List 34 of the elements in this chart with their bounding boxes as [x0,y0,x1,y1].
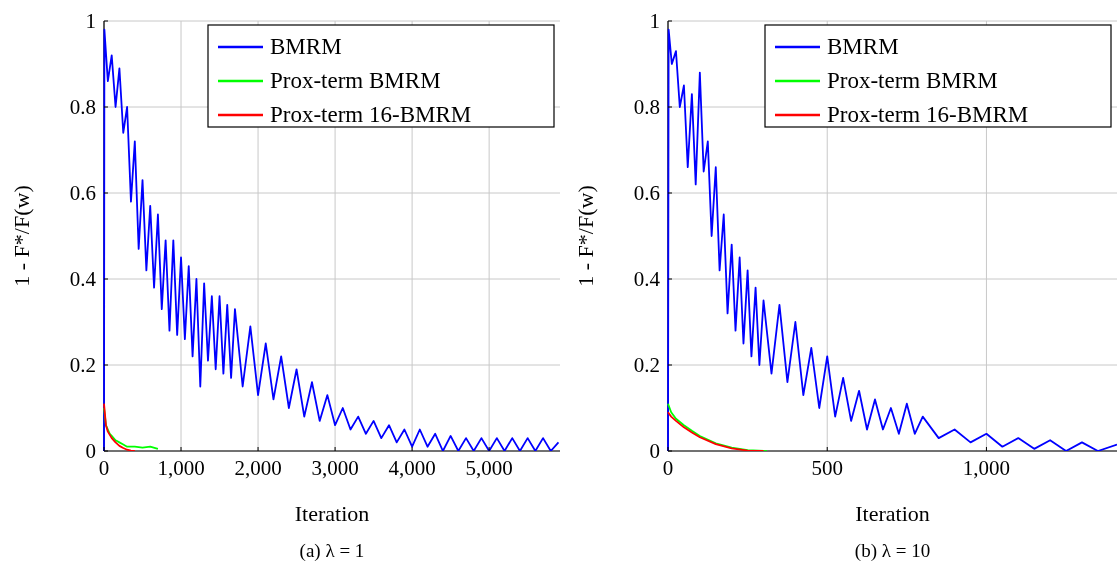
y-axis-title: 1 - F*/F(w) [9,185,34,287]
y-tick-label: 0 [649,439,660,463]
x-tick-label: 1,000 [962,456,1011,480]
legend-label: BMRM [270,34,342,59]
y-tick-label: 0.6 [633,181,660,205]
x-tick-label: 500 [811,456,843,480]
legend-label: BMRM [827,34,899,59]
x-tick-label: 3,000 [311,456,359,480]
y-tick-label: 1 [85,9,96,33]
y-tick-label: 0.2 [69,353,96,377]
y-tick-label: 0.4 [633,267,661,291]
y-tick-label: 0 [85,439,96,463]
line-series [103,402,136,451]
line-series [667,402,768,451]
y-tick-label: 0.8 [69,95,96,119]
x-axis-title: Iteration [294,501,370,526]
x-tick-label: 2,000 [234,456,282,480]
y-axis-title: 1 - F*/F(w) [573,185,598,287]
legend-label: Prox-term 16-BMRM [827,102,1029,127]
y-tick-label: 1 [649,9,660,33]
legend-label: Prox-term 16-BMRM [270,102,472,127]
y-tick-label: 0.4 [69,267,97,291]
text: (a) λ = 1 [299,540,365,562]
x-axis-title: Iteration [855,501,930,526]
y-tick-label: 0.2 [633,353,660,377]
y-tick-label: 0.6 [69,181,96,205]
x-tick-label: 4,000 [388,456,436,480]
y-tick-label: 0.8 [633,95,660,119]
text: (b) λ = 10 [854,540,931,562]
x-tick-label: 5,000 [465,456,513,480]
legend-label: Prox-term BMRM [827,68,998,93]
legend-label: Prox-term BMRM [270,68,441,93]
x-tick-label: 1,000 [157,456,205,480]
line-series [667,411,765,451]
